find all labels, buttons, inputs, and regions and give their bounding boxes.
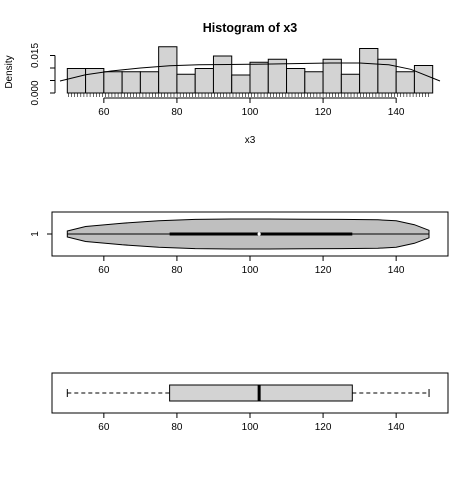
histogram-y-axis: 0.000 0.015 — [30, 43, 56, 106]
x-tick-label: 120 — [315, 422, 332, 433]
density-curve — [59, 62, 441, 82]
violin-y-axis: 1 — [30, 231, 52, 237]
histogram-rug — [68, 93, 429, 97]
histogram-x-axis-label: x3 — [245, 135, 256, 146]
histogram-bars — [66, 46, 434, 94]
histogram-title: Histogram of x3 — [203, 21, 298, 35]
boxplot-panel: 60 80 100 120 140 — [51, 372, 449, 433]
histogram-x-axis: 60 80 100 120 140 — [98, 97, 405, 118]
histogram-bar — [139, 71, 160, 94]
histogram-bar — [359, 48, 379, 94]
x-tick-label: 60 — [98, 422, 110, 433]
histogram-bar — [176, 73, 196, 94]
x-tick-label: 80 — [171, 422, 183, 433]
x-tick-label: 60 — [98, 107, 110, 118]
histogram-bar — [103, 71, 123, 94]
histogram-bar — [212, 55, 233, 94]
x-tick-label: 80 — [171, 107, 183, 118]
boxplot-x-axis: 60 80 100 120 140 — [98, 412, 405, 433]
x-tick-label: 120 — [315, 107, 332, 118]
histogram-bar — [286, 68, 306, 94]
histogram-bar — [66, 68, 87, 94]
boxplot-elements — [66, 384, 430, 402]
x-tick-label: 120 — [315, 265, 332, 276]
violin-median-point — [257, 232, 261, 236]
rug-ticks — [68, 93, 429, 97]
histogram-bar — [413, 65, 434, 94]
x-tick-label: 100 — [242, 265, 259, 276]
x-tick-label: 140 — [388, 107, 405, 118]
x-tick-label: 140 — [388, 265, 405, 276]
x-tick-label: 80 — [171, 265, 183, 276]
x-tick-label: 100 — [242, 107, 259, 118]
y-tick-label: 0.000 — [30, 80, 41, 105]
box-iqr — [169, 384, 353, 402]
violin-x-axis: 60 80 100 120 140 — [98, 255, 405, 276]
histogram-bar — [340, 73, 361, 94]
violin-panel: 60 80 100 120 140 1 — [30, 211, 449, 276]
histogram-bar — [231, 74, 251, 94]
histogram-bar — [395, 71, 415, 94]
histogram-panel: Histogram of x3 Density x3 60 80 100 120 140… — [4, 21, 441, 146]
histogram-bar — [194, 68, 214, 94]
x-tick-label: 140 — [388, 422, 405, 433]
histogram-bar — [249, 61, 269, 94]
histogram-y-axis-label: Density — [4, 55, 15, 88]
histogram-bar — [121, 71, 141, 94]
histogram-bar — [304, 71, 324, 94]
y-tick-label: 0.015 — [30, 43, 41, 68]
violin-y-tick-label: 1 — [30, 231, 41, 237]
x-tick-label: 100 — [242, 422, 259, 433]
x-tick-label: 60 — [98, 265, 110, 276]
histogram-bar — [322, 58, 342, 94]
histogram-bar — [158, 46, 178, 94]
